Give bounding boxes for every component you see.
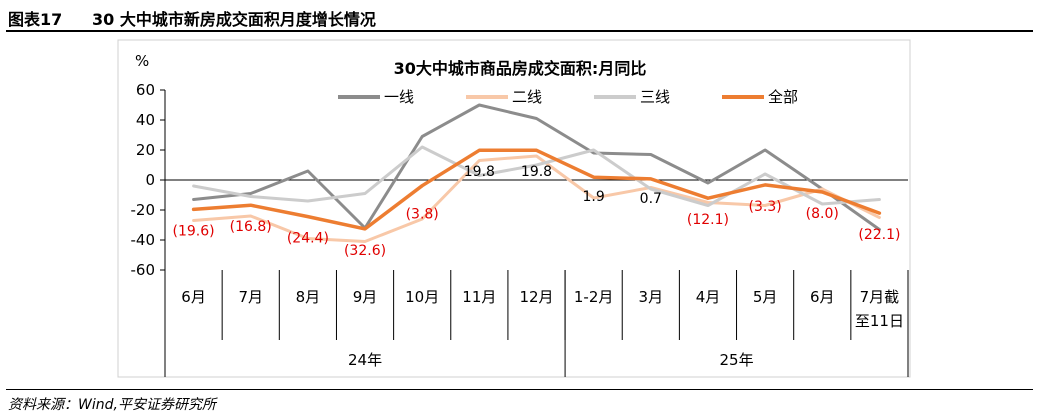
x-tick-label: 3月 (639, 288, 664, 306)
header-rule (6, 30, 1033, 32)
data-label: (3.3) (749, 199, 782, 215)
data-label: 0.7 (640, 191, 662, 207)
data-label: (8.0) (806, 206, 839, 222)
x-tick-label: 5月 (753, 288, 778, 306)
legend-label: 全部 (768, 88, 798, 106)
x-tick-label: 至11日 (855, 312, 904, 330)
y-tick-label: -20 (131, 201, 156, 219)
series-line-all (191, 148, 882, 231)
legend-label: 三线 (640, 88, 670, 106)
x-tick-label: 8月 (296, 288, 321, 306)
x-tick-label: 7月截 (860, 288, 900, 306)
x-tick-label: 1-2月 (574, 288, 614, 306)
series-line-tier3 (192, 145, 881, 207)
chart-frame (117, 39, 911, 378)
data-label: (24.4) (287, 231, 329, 247)
data-label: 19.8 (521, 164, 552, 180)
y-axis: 60 40 20 0 -20 -40 -60 (131, 81, 166, 377)
x-tick-label: 9月 (353, 288, 378, 306)
y-tick-label: -40 (131, 231, 156, 249)
y-tick-label: 60 (136, 81, 155, 99)
data-label: 1.9 (583, 189, 605, 205)
series-line-tier1 (192, 103, 881, 231)
data-label: (3.8) (406, 207, 439, 223)
x-tick-label: 7月 (238, 288, 263, 306)
legend-label: 一线 (384, 88, 414, 106)
legend: 一线 二线 三线 全部 (338, 88, 798, 106)
x-tick-label: 4月 (696, 288, 721, 306)
legend-label: 二线 (512, 88, 542, 106)
source-note: 资料来源：Wind,平安证券研究所 (8, 397, 216, 413)
x-tick-label: 12月 (519, 288, 553, 306)
data-label: (12.1) (687, 212, 729, 228)
series-layer (191, 103, 882, 243)
figure-number: 图表17 (8, 10, 63, 29)
series-line-tier2 (192, 154, 881, 243)
data-label: (22.1) (858, 227, 900, 243)
y-tick-label: 20 (136, 141, 155, 159)
data-label: (32.6) (344, 243, 386, 259)
x-tick-label: 6月 (810, 288, 835, 306)
x-tick-label: 6月 (181, 288, 206, 306)
y-tick-label: 0 (145, 171, 155, 189)
year-group-label: 24年 (348, 351, 382, 369)
y-axis-unit: % (135, 52, 149, 70)
x-tick-label: 11月 (462, 288, 496, 306)
footer-rule (6, 389, 1033, 390)
figure-header: 图表17 30 大中城市新房成交面积月度增长情况 (0, 0, 1039, 32)
chart-title: 30大中城市商品房成交面积:月同比 (394, 59, 647, 78)
year-group-label: 25年 (719, 351, 753, 369)
y-tick-label: 40 (136, 111, 155, 129)
x-tick-label: 10月 (405, 288, 439, 306)
y-tick-label: -60 (131, 261, 156, 279)
figure-title: 30 大中城市新房成交面积月度增长情况 (92, 10, 376, 29)
data-label: (16.8) (230, 219, 272, 235)
data-labels: (19.6) (16.8) (24.4) (32.6) (3.8) 19.8 19.8 1.9… (173, 164, 901, 259)
data-label: (19.6) (173, 223, 215, 239)
data-label: 19.8 (464, 164, 495, 180)
